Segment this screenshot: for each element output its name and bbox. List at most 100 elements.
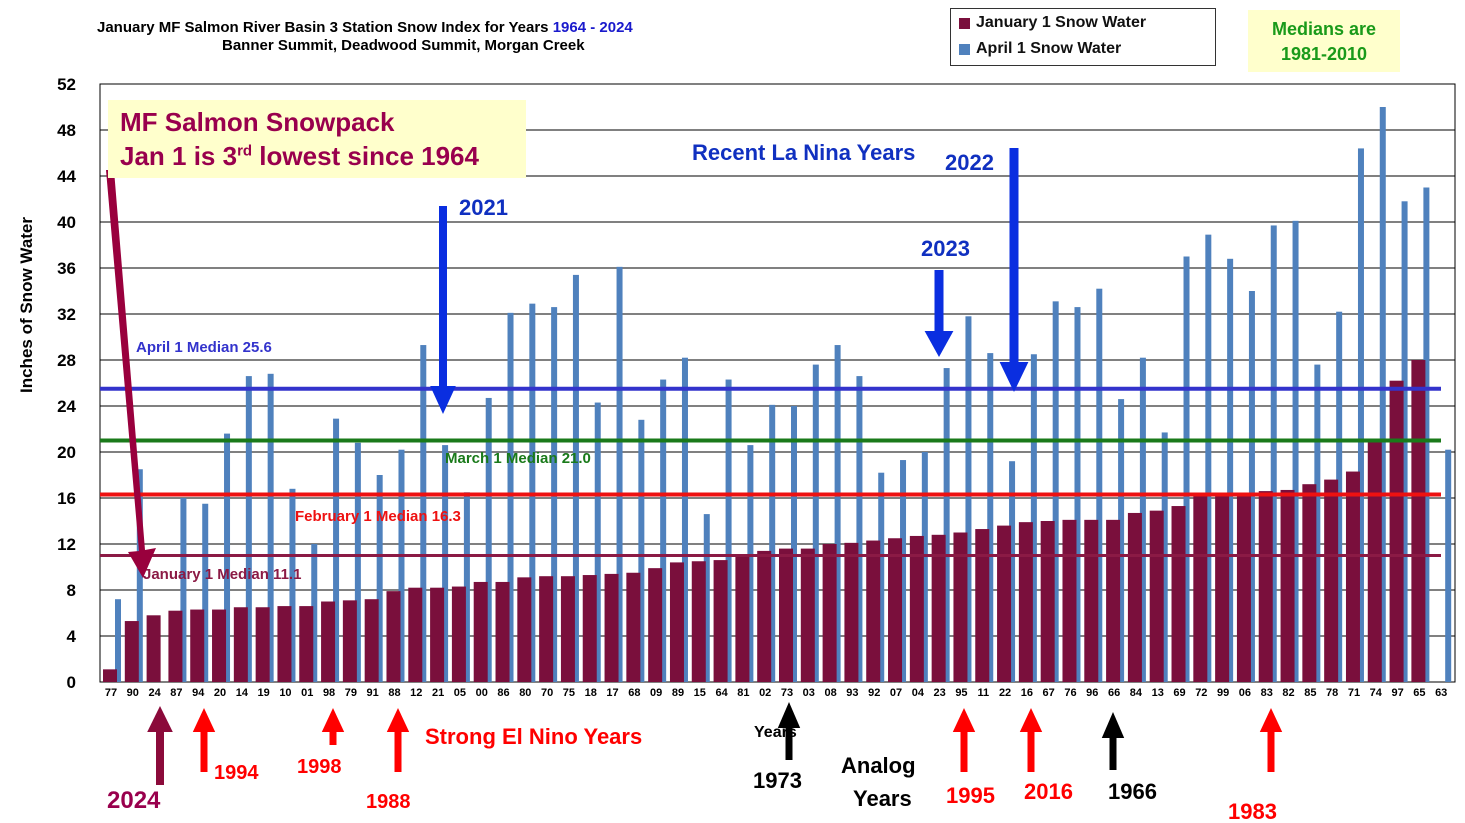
january-bar bbox=[386, 591, 401, 682]
january-bar bbox=[364, 599, 379, 682]
x-tick-label: 20 bbox=[214, 687, 226, 699]
april-bar bbox=[136, 469, 143, 682]
arrow-2024 bbox=[147, 706, 173, 785]
callout-line2: Jan 1 is 3rd lowest since 1964 bbox=[120, 141, 479, 172]
april-bar bbox=[1423, 187, 1430, 682]
january-bar bbox=[997, 525, 1012, 682]
x-tick-label: 79 bbox=[345, 687, 357, 699]
april-bar bbox=[812, 364, 819, 682]
y-tick-label: 36 bbox=[57, 259, 76, 278]
x-tick-label: 22 bbox=[999, 687, 1011, 699]
april-bar bbox=[921, 452, 928, 682]
legend-swatch-jan bbox=[959, 17, 970, 29]
january-bar bbox=[822, 544, 837, 682]
april-bar bbox=[354, 442, 361, 682]
april-bar bbox=[900, 460, 907, 682]
april-bar bbox=[224, 433, 231, 682]
january-bar bbox=[1367, 441, 1382, 682]
january-bar bbox=[909, 535, 924, 682]
april-bar bbox=[485, 397, 492, 682]
x-tick-label: 73 bbox=[781, 687, 793, 699]
april-bar bbox=[180, 498, 187, 682]
el-nino-arrow-1988 bbox=[386, 708, 410, 772]
january-bar bbox=[255, 607, 270, 682]
april-bar bbox=[1118, 399, 1125, 682]
y-tick-label: 40 bbox=[57, 213, 76, 232]
x-tick-label: 23 bbox=[934, 687, 946, 699]
january-bar bbox=[1127, 512, 1142, 682]
january-bar bbox=[1215, 493, 1230, 682]
april-bar bbox=[463, 492, 470, 682]
april-bar bbox=[1270, 225, 1277, 682]
x-tick-label: 13 bbox=[1152, 687, 1164, 699]
january-bar bbox=[1411, 360, 1426, 682]
april-bar bbox=[638, 419, 645, 682]
x-tick-label: 10 bbox=[279, 687, 291, 699]
callout-line2-sup: rd bbox=[237, 142, 253, 160]
arrow-shaft bbox=[439, 206, 447, 386]
april-bar bbox=[572, 274, 579, 682]
x-tick-label: 68 bbox=[628, 687, 640, 699]
x-tick-label: 18 bbox=[585, 687, 597, 699]
x-tick-label: 83 bbox=[1261, 687, 1273, 699]
april-bar bbox=[616, 266, 623, 682]
callout-line1: MF Salmon Snowpack bbox=[120, 107, 395, 137]
april-bar bbox=[987, 353, 994, 682]
january-bar bbox=[1149, 510, 1164, 682]
arrow-head bbox=[999, 362, 1029, 392]
january-bar bbox=[342, 600, 357, 682]
x-tick-label: 17 bbox=[606, 687, 618, 699]
january-bar bbox=[1171, 506, 1186, 682]
january-bar bbox=[1040, 521, 1055, 682]
callout-arrow bbox=[106, 170, 156, 578]
arrow-head bbox=[1259, 708, 1283, 732]
label-1966: 1966 bbox=[1108, 779, 1157, 804]
january-bar bbox=[233, 607, 248, 682]
x-tick-label: 97 bbox=[1391, 687, 1403, 699]
y-tick-label: 32 bbox=[57, 305, 76, 324]
chart-title-years: 1964 - 2024 bbox=[553, 19, 634, 36]
label-2016: 2016 bbox=[1024, 779, 1073, 804]
recent-la-nina-label: Recent La Nina Years bbox=[692, 140, 915, 165]
april-bar bbox=[333, 418, 340, 682]
january-bar bbox=[146, 615, 161, 682]
x-tick-label: 88 bbox=[388, 687, 400, 699]
medians-note-line1: Medians are bbox=[1271, 19, 1377, 39]
arrow-shaft bbox=[1267, 732, 1275, 772]
x-tick-label: 11 bbox=[977, 687, 989, 699]
x-tick-label: 76 bbox=[1064, 687, 1076, 699]
x-tick-label: 05 bbox=[454, 687, 466, 699]
x-tick-label: 00 bbox=[476, 687, 488, 699]
arrow-2022 bbox=[999, 148, 1029, 392]
january-bar bbox=[757, 550, 772, 682]
april-bar bbox=[1314, 364, 1321, 682]
x-tick-label: 85 bbox=[1304, 687, 1316, 699]
arrow-head bbox=[192, 708, 216, 732]
x-tick-label: 98 bbox=[323, 687, 335, 699]
label-2024: 2024 bbox=[107, 787, 161, 814]
legend-label-jan: January 1 Snow Water bbox=[976, 14, 1147, 31]
april-bar bbox=[856, 376, 863, 682]
x-tick-label: 94 bbox=[192, 687, 205, 699]
march-median-label: March 1 Median 21.0 bbox=[445, 450, 591, 467]
x-tick-label: 15 bbox=[694, 687, 706, 699]
january-bar bbox=[539, 576, 554, 682]
x-tick-label: 77 bbox=[105, 687, 117, 699]
january-bar bbox=[844, 542, 859, 682]
arrow-shaft bbox=[785, 728, 793, 760]
y-tick-label: 12 bbox=[57, 535, 76, 554]
y-tick-label: 48 bbox=[57, 121, 76, 140]
january-bar bbox=[103, 669, 117, 682]
x-tick-label: 71 bbox=[1348, 687, 1360, 699]
arrow-head bbox=[147, 706, 173, 732]
y-tick-label: 0 bbox=[67, 673, 76, 692]
january-bar bbox=[713, 560, 728, 682]
x-tick-label: 72 bbox=[1195, 687, 1207, 699]
label-1994: 1994 bbox=[214, 762, 259, 784]
x-tick-label: 91 bbox=[367, 687, 379, 699]
x-tick-label: 82 bbox=[1282, 687, 1294, 699]
january-bar bbox=[1106, 519, 1121, 682]
april-bar bbox=[1248, 291, 1255, 682]
january-bar bbox=[866, 540, 881, 682]
